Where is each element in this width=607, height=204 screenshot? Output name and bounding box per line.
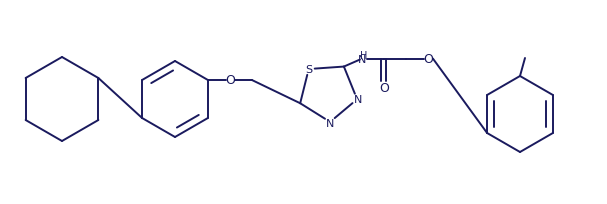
Text: O: O bbox=[225, 74, 235, 87]
Text: O: O bbox=[379, 82, 389, 95]
Text: H: H bbox=[360, 50, 368, 60]
Text: S: S bbox=[305, 65, 312, 75]
Text: N: N bbox=[354, 95, 362, 105]
Text: N: N bbox=[326, 118, 334, 128]
Text: N: N bbox=[358, 54, 366, 64]
Text: O: O bbox=[423, 53, 433, 66]
